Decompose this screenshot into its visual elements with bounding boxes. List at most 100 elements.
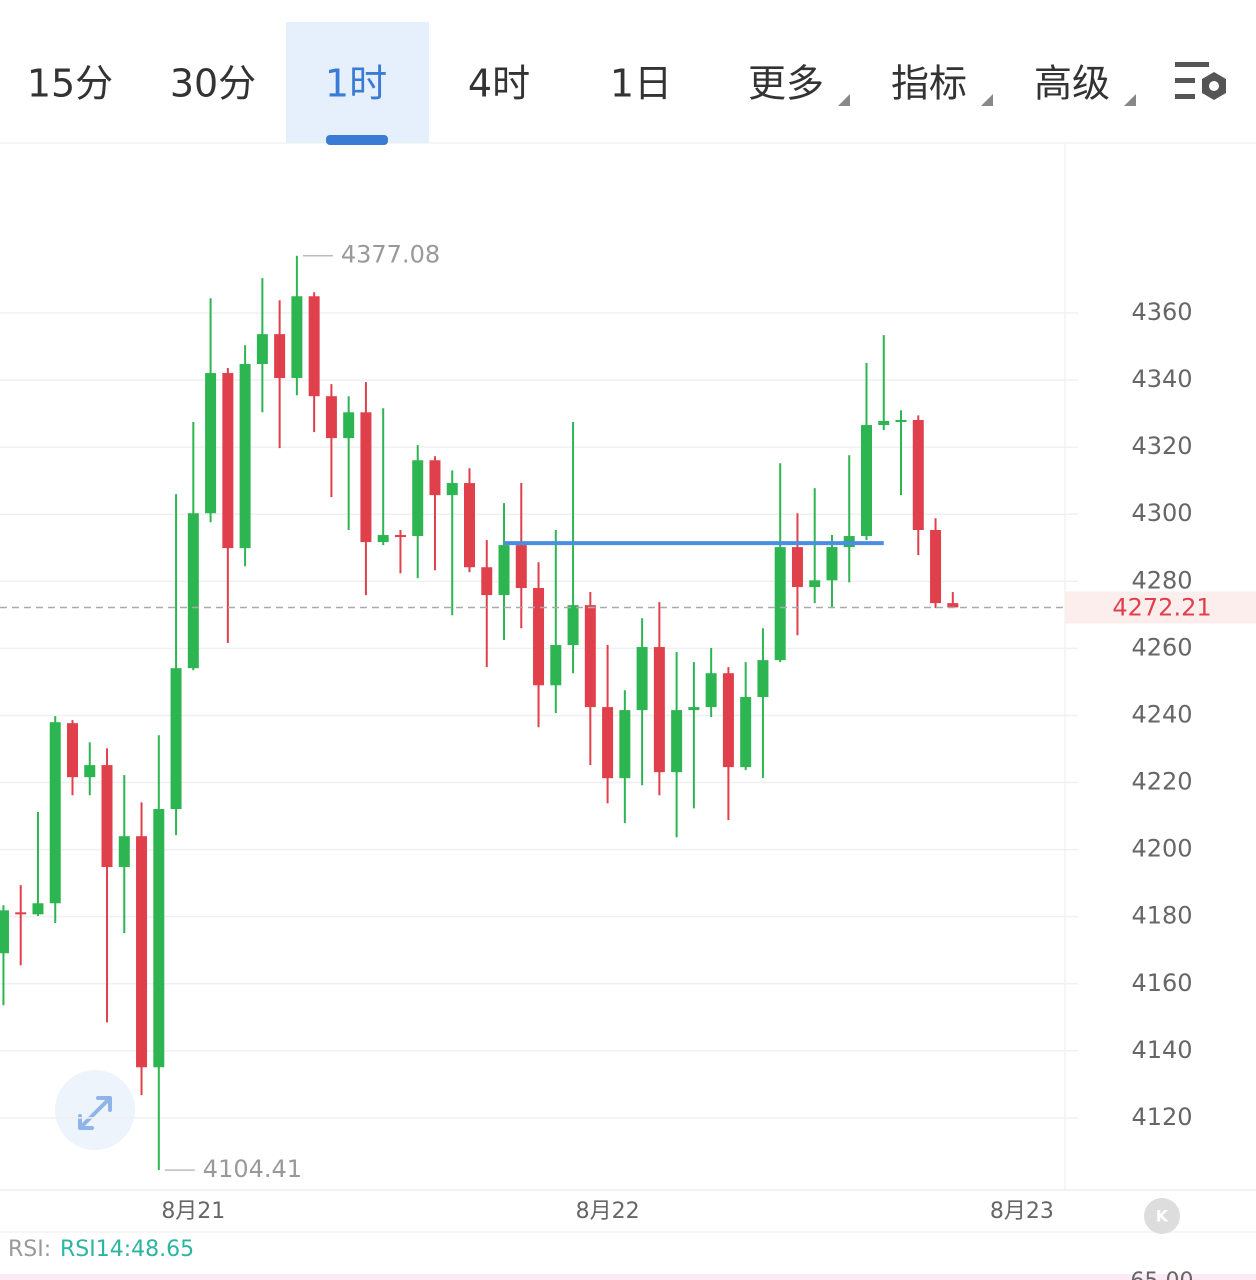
- candle-body: [602, 707, 614, 779]
- high-label: 4377.08: [341, 241, 440, 269]
- y-tick-label: 4240: [1131, 700, 1192, 728]
- candle-body: [912, 420, 924, 531]
- tab[interactable]: 1时: [325, 62, 387, 106]
- low-label: 4104.41: [203, 1155, 302, 1183]
- candle-body: [136, 836, 148, 1068]
- candle-body: [15, 912, 27, 915]
- x-tick-label: 8月23: [990, 1199, 1054, 1224]
- candle-body: [481, 567, 493, 596]
- candle-body: [671, 710, 683, 773]
- candle-body: [757, 660, 769, 698]
- tab[interactable]: 1日: [610, 62, 672, 106]
- candle-body: [930, 530, 942, 604]
- y-tick-label: 4200: [1131, 835, 1192, 863]
- candle-body: [515, 545, 527, 589]
- toolbar: [0, 0, 1256, 143]
- candle-body: [412, 460, 424, 537]
- last-price-label: 4272.21: [1112, 593, 1211, 621]
- rsi-tick: 65.00: [1131, 1269, 1194, 1280]
- candle-body: [118, 836, 130, 868]
- logo-button[interactable]: K: [1144, 1198, 1180, 1234]
- candle-body: [274, 334, 286, 379]
- x-tick-label: 8月21: [161, 1199, 225, 1224]
- y-tick-label: 4180: [1131, 902, 1192, 930]
- y-tick-label: 4300: [1131, 499, 1192, 527]
- candle-body: [809, 580, 821, 588]
- candle-body: [895, 420, 907, 423]
- y-tick-label: 4340: [1131, 365, 1192, 393]
- candle-body: [722, 673, 734, 768]
- dropdown-caret: [838, 94, 850, 106]
- candle-body: [584, 605, 596, 708]
- candle-body: [360, 412, 372, 543]
- plot: [0, 255, 1078, 1171]
- candle-body: [636, 647, 648, 711]
- svg-text:K: K: [1156, 1207, 1169, 1226]
- tab[interactable]: 4时: [468, 62, 530, 106]
- candle-body: [205, 373, 217, 514]
- candle-body: [740, 697, 752, 768]
- candle-body: [446, 483, 458, 496]
- candle-body: [222, 373, 234, 549]
- tab[interactable]: 30分: [170, 62, 256, 106]
- rsi-label: RSI:: [8, 1237, 51, 1262]
- y-tick-label: 4220: [1131, 768, 1192, 796]
- y-tick-label: 4360: [1131, 298, 1192, 326]
- expand-button[interactable]: [55, 1070, 135, 1150]
- candle-body: [619, 710, 631, 779]
- active-tab-indicator: [326, 135, 388, 145]
- settings-icon[interactable]: [1175, 62, 1226, 100]
- candle-body: [153, 809, 165, 1068]
- candle-body: [774, 547, 786, 661]
- active-tab-bg: [286, 22, 429, 143]
- candle-body: [325, 396, 337, 439]
- candle-body: [32, 903, 44, 915]
- dropdown-caret: [981, 94, 993, 106]
- tab[interactable]: 高级: [1034, 62, 1110, 106]
- y-tick-label: 4160: [1131, 969, 1192, 997]
- candle-body: [343, 412, 355, 439]
- candle-body: [878, 421, 890, 426]
- candle-body: [239, 364, 251, 549]
- candle-body: [533, 588, 545, 686]
- candle-body: [377, 535, 389, 543]
- candle-body: [291, 296, 303, 379]
- candle-body: [66, 723, 78, 778]
- candle-body: [826, 547, 838, 581]
- candle-body: [688, 707, 700, 711]
- candle-body: [791, 547, 803, 588]
- tab[interactable]: 更多: [748, 62, 824, 106]
- candle-body: [256, 334, 268, 365]
- last-price-box: [1065, 591, 1256, 624]
- candle-body: [84, 765, 96, 778]
- y-tick-label: 4260: [1131, 633, 1192, 661]
- candle-body: [567, 605, 579, 646]
- tab[interactable]: 指标: [891, 62, 967, 106]
- x-tick-label: 8月22: [576, 1199, 640, 1224]
- rsi-value: RSI14:48.65: [60, 1237, 194, 1262]
- candle-body: [860, 425, 872, 537]
- candle-body: [0, 910, 9, 954]
- dropdown-caret: [1124, 94, 1136, 106]
- candle-body: [463, 483, 475, 568]
- candle-body: [394, 535, 406, 538]
- candle-body: [550, 645, 562, 686]
- y-tick-label: 4280: [1131, 566, 1192, 594]
- candle-body: [653, 647, 665, 773]
- candle-body: [308, 296, 320, 397]
- rsi-band: [0, 1274, 1256, 1280]
- candle-body: [705, 673, 717, 708]
- candle-body: [49, 722, 61, 904]
- y-tick-label: 4140: [1131, 1036, 1192, 1064]
- candle-body: [101, 765, 113, 868]
- candle-body: [170, 668, 182, 810]
- y-tick-label: 4320: [1131, 432, 1192, 460]
- candle-body: [498, 545, 510, 596]
- candle-body: [187, 513, 199, 669]
- y-tick-label: 4120: [1131, 1103, 1192, 1131]
- candle-body: [429, 460, 441, 496]
- tab[interactable]: 15分: [27, 62, 113, 106]
- candle-body: [947, 603, 959, 608]
